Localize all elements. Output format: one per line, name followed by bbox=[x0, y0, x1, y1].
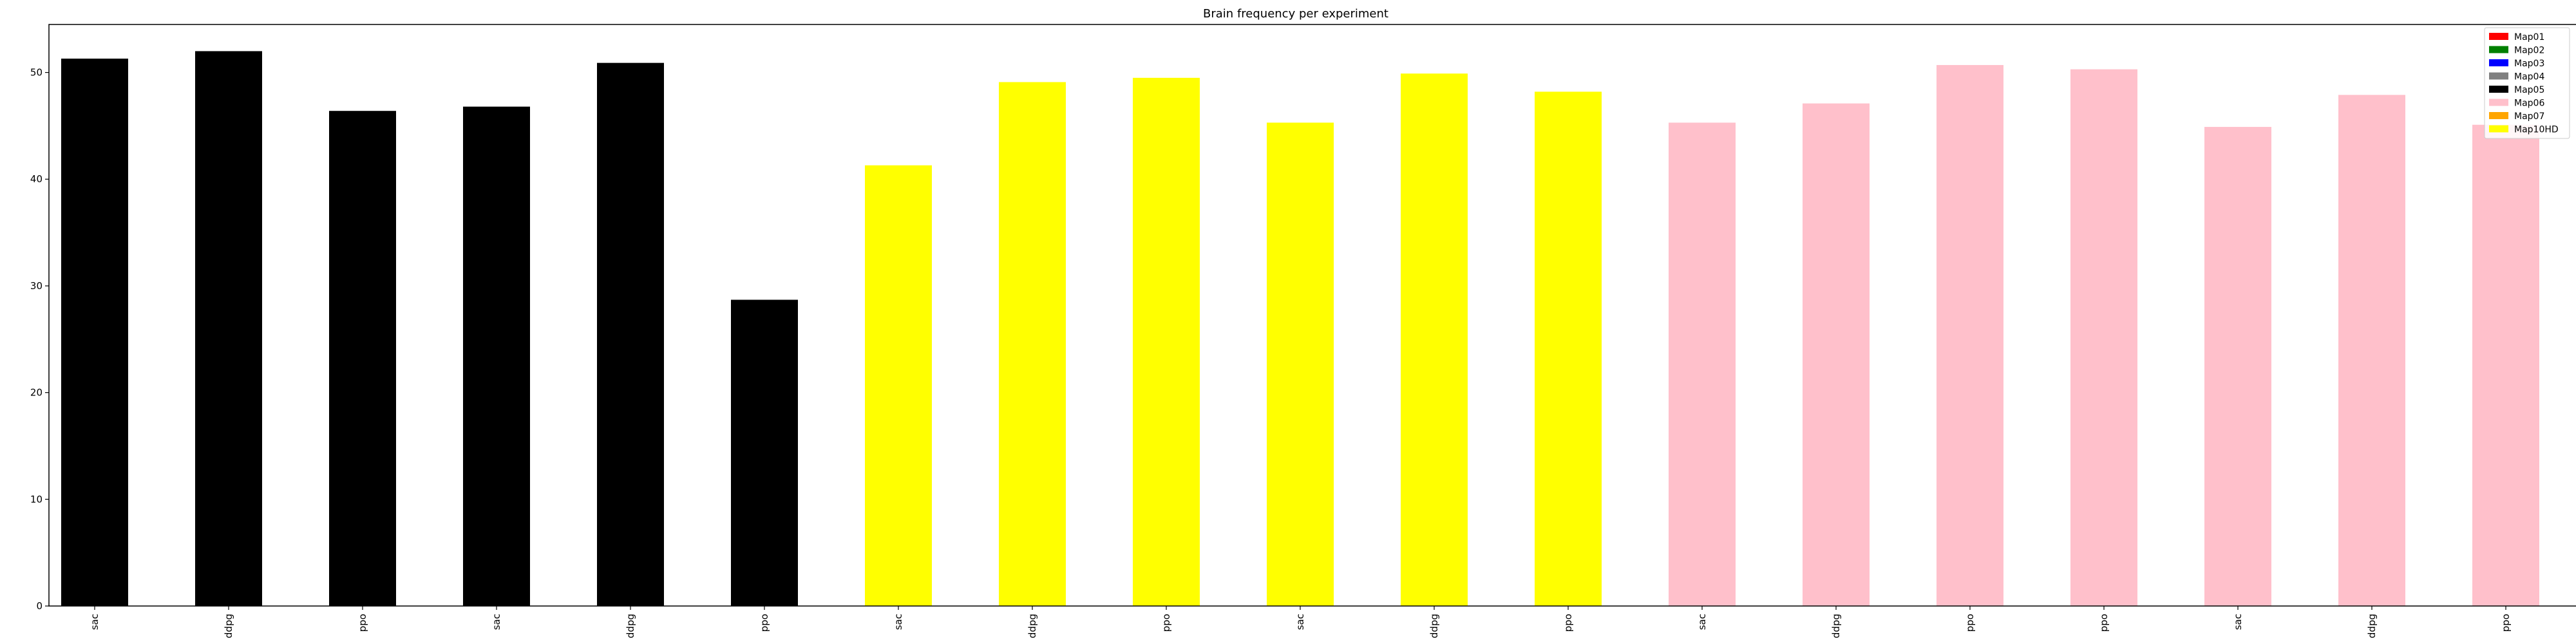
legend-label: Map10HD bbox=[2514, 125, 2559, 135]
bar bbox=[195, 51, 262, 607]
legend-label: Map04 bbox=[2514, 72, 2544, 82]
x-tick-label: ppo bbox=[1160, 614, 1172, 632]
legend-swatch bbox=[2489, 46, 2508, 53]
bar bbox=[1937, 64, 2003, 606]
plot-frame bbox=[48, 24, 2576, 607]
chart-title: Brain frequency per experiment bbox=[1203, 7, 1388, 21]
legend-swatch bbox=[2489, 99, 2508, 106]
x-tick-label: ddpg bbox=[1428, 614, 1440, 638]
legend-label: Map02 bbox=[2514, 46, 2544, 56]
legend-swatch bbox=[2489, 72, 2508, 80]
bar bbox=[1267, 122, 1334, 606]
x-tick-label: ddpg bbox=[1027, 614, 1038, 638]
bar bbox=[61, 59, 128, 606]
bar bbox=[865, 165, 932, 606]
x-tick-label: ddpg bbox=[1830, 614, 1842, 638]
legend-swatch bbox=[2489, 33, 2508, 40]
bar bbox=[1133, 77, 1200, 606]
x-tick-label: sac bbox=[89, 614, 100, 630]
x-tick-label: sac bbox=[2232, 614, 2244, 630]
y-tick-label: 0 bbox=[36, 600, 43, 612]
bar bbox=[1401, 73, 1468, 607]
x-tick-label: ddpg bbox=[625, 614, 636, 638]
y-tick-label: 40 bbox=[30, 173, 43, 185]
y-tick-label: 50 bbox=[30, 67, 43, 79]
legend-label: Map01 bbox=[2514, 32, 2544, 43]
bar bbox=[463, 106, 530, 606]
x-tick-label: ppo bbox=[2500, 614, 2512, 632]
x-tick-label: ppo bbox=[759, 614, 770, 632]
y-tick-label: 20 bbox=[30, 387, 43, 399]
legend-swatch bbox=[2489, 125, 2508, 133]
bar bbox=[1803, 103, 1870, 606]
x-tick-label: ddpg bbox=[223, 614, 234, 638]
y-tick-label: 30 bbox=[30, 280, 43, 292]
legend-label: Map06 bbox=[2514, 99, 2544, 109]
bar bbox=[1669, 122, 1736, 606]
bar bbox=[2472, 124, 2539, 606]
x-tick-label: ddpg bbox=[2366, 614, 2378, 638]
legend-swatch bbox=[2489, 112, 2508, 119]
x-tick-label: ppo bbox=[1562, 614, 1574, 632]
x-tick-label: sac bbox=[491, 614, 502, 630]
x-tick-label: sac bbox=[893, 614, 904, 630]
x-tick-label: sac bbox=[1696, 614, 1708, 630]
bar bbox=[999, 82, 1066, 606]
bar bbox=[1535, 91, 1602, 606]
legend-label: Map05 bbox=[2514, 85, 2544, 95]
bar bbox=[2338, 95, 2405, 606]
bar bbox=[597, 62, 664, 606]
x-tick-label: ppo bbox=[1964, 614, 1976, 632]
y-tick-label: 10 bbox=[30, 493, 43, 505]
legend-box bbox=[2484, 27, 2570, 139]
legend-label: Map03 bbox=[2514, 59, 2544, 69]
bar bbox=[329, 111, 396, 606]
x-tick-label: ppo bbox=[357, 614, 368, 632]
bar bbox=[731, 299, 798, 606]
bar bbox=[2204, 127, 2271, 606]
legend: Map01 Map02 Map03 Map04 Map05 Map06 Map07 Map10… bbox=[2484, 27, 2570, 139]
legend-swatch bbox=[2489, 86, 2508, 93]
legend-label: Map07 bbox=[2514, 111, 2544, 122]
x-tick-label: sac bbox=[1294, 614, 1306, 630]
x-tick-label: ppo bbox=[2098, 614, 2110, 632]
legend-swatch bbox=[2489, 59, 2508, 66]
bar bbox=[2070, 69, 2137, 606]
